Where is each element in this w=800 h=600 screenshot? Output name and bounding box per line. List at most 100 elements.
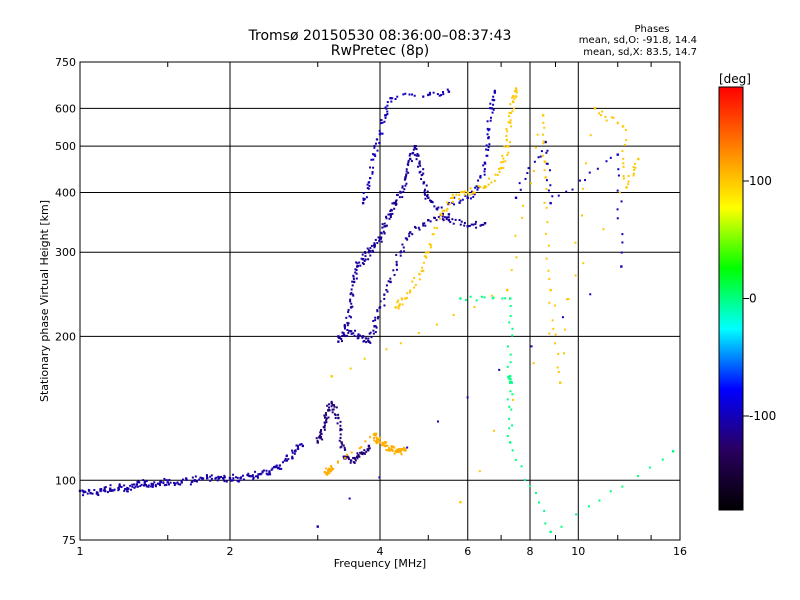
data-point: [420, 174, 423, 177]
data-point: [389, 277, 392, 280]
data-point: [159, 480, 162, 483]
data-point: [261, 471, 264, 474]
data-point: [398, 303, 401, 306]
data-point: [483, 170, 486, 173]
data-point: [173, 481, 176, 484]
data-point: [498, 167, 501, 170]
data-point: [406, 163, 409, 166]
data-point: [429, 220, 432, 223]
data-point: [337, 336, 340, 339]
x-tick-label: 10: [571, 545, 585, 558]
data-point: [429, 199, 432, 202]
data-point: [453, 196, 456, 199]
data-point: [389, 210, 392, 213]
data-point: [548, 332, 551, 335]
data-point: [440, 214, 443, 217]
data-point: [418, 171, 421, 174]
data-point: [627, 175, 630, 178]
data-point: [429, 246, 432, 249]
data-point: [362, 192, 365, 195]
data-point: [597, 112, 600, 115]
data-point: [363, 357, 366, 360]
chart-subtitle: RwPretec (8p): [331, 43, 429, 59]
data-point: [625, 139, 628, 142]
data-point: [383, 293, 386, 296]
data-point: [120, 485, 123, 488]
data-point: [285, 459, 288, 462]
data-point: [490, 181, 493, 184]
data-point: [124, 488, 127, 491]
data-point: [260, 472, 263, 475]
data-point: [543, 201, 546, 204]
data-point: [508, 381, 512, 384]
data-point: [158, 482, 161, 485]
data-point: [537, 156, 540, 159]
data-point: [163, 477, 166, 480]
data-point: [513, 97, 516, 100]
data-point: [451, 218, 454, 221]
data-point: [530, 182, 533, 185]
data-point: [417, 226, 420, 229]
data-point: [426, 190, 429, 193]
data-point: [423, 255, 426, 258]
data-point: [488, 128, 491, 131]
data-point: [390, 445, 393, 448]
data-point: [385, 215, 388, 218]
data-point: [374, 331, 377, 334]
data-point: [118, 483, 121, 486]
data-point: [143, 480, 146, 483]
data-point: [117, 486, 120, 489]
data-point: [482, 164, 485, 167]
data-point: [547, 269, 550, 272]
data-point: [125, 488, 128, 491]
data-point: [278, 467, 281, 470]
data-point: [396, 301, 399, 304]
y-tick-label: 600: [55, 102, 76, 115]
y-tick-label: 750: [55, 56, 76, 69]
data-point: [391, 449, 394, 452]
data-point: [508, 141, 511, 144]
data-point: [502, 166, 505, 169]
data-point: [622, 177, 625, 180]
data-point: [181, 478, 184, 481]
data-point: [469, 187, 472, 190]
data-point: [355, 272, 358, 275]
data-point: [475, 185, 478, 188]
data-point: [256, 475, 259, 478]
data-point: [393, 446, 396, 449]
data-point: [593, 107, 597, 110]
data-point: [378, 306, 381, 309]
data-point: [111, 489, 114, 492]
data-point: [361, 253, 364, 256]
data-point: [393, 207, 396, 210]
data-point: [440, 206, 443, 209]
data-point: [551, 319, 554, 322]
data-point: [581, 214, 584, 217]
y-tick-label: 75: [62, 534, 76, 547]
data-point: [376, 317, 379, 320]
data-point: [283, 459, 286, 462]
data-point: [342, 455, 345, 458]
data-point: [280, 467, 283, 470]
data-point: [330, 375, 333, 378]
data-point: [374, 440, 377, 443]
data-point: [511, 424, 514, 427]
data-point: [108, 489, 111, 492]
data-point: [371, 249, 374, 252]
data-point: [612, 116, 615, 119]
data-point: [150, 485, 153, 488]
data-point: [275, 466, 278, 469]
data-point: [385, 348, 388, 351]
data-point: [422, 172, 425, 175]
data-point: [473, 191, 476, 194]
y-tick-label: 400: [55, 186, 76, 199]
data-point: [422, 261, 425, 264]
data-point: [404, 92, 407, 95]
data-point: [277, 466, 280, 469]
trace-es-x-mode: [323, 432, 407, 476]
data-point: [367, 181, 371, 184]
data-point: [361, 453, 364, 456]
data-point: [443, 216, 446, 219]
data-point: [372, 437, 375, 440]
data-point: [346, 334, 349, 337]
